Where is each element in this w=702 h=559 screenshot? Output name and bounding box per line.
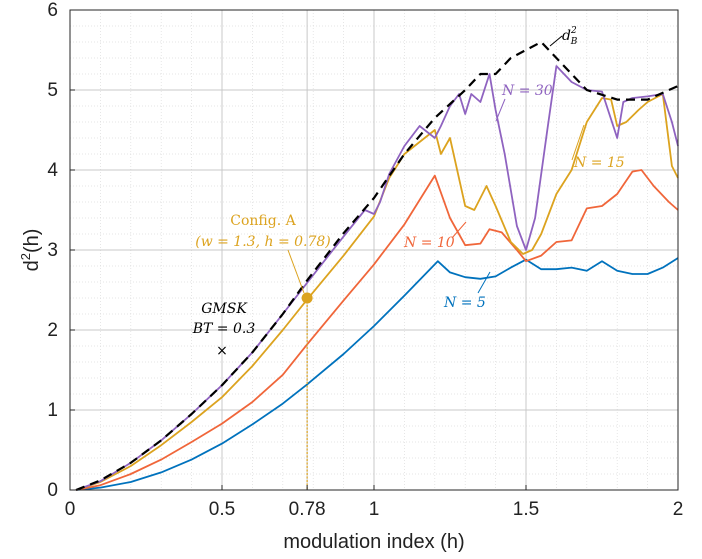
x-tick-label: 2 [673, 499, 684, 520]
x-tick-label: 1 [369, 499, 380, 520]
label-bound-sup: 2 [570, 26, 577, 36]
pointer-n10 [451, 221, 467, 239]
label-n15: N = 15 [573, 155, 625, 171]
gmsk-label-line2: BT = 0.3 [192, 321, 256, 337]
gmsk-point-marker: × [216, 343, 228, 359]
pointer-bound [549, 35, 563, 47]
series-line-4 [75, 40, 679, 492]
y-tick-label: 1 [47, 400, 58, 421]
y-axis-label-rest: (h) [21, 229, 43, 253]
label-n30: N = 30 [501, 83, 553, 99]
label-bound-base: d [562, 28, 571, 44]
config-point-marker [301, 292, 313, 304]
pointer-n5 [477, 271, 491, 294]
x-axis-label: modulation index (h) [283, 531, 464, 553]
series-line-2 [75, 93, 679, 491]
config-label-line1: Config. A [230, 213, 296, 229]
label-n10: N = 10 [403, 235, 455, 251]
pointer-n15 [571, 124, 585, 161]
y-tick-label: 5 [47, 80, 58, 101]
x-tick-label: 0.78 [289, 499, 326, 520]
label-n5: N = 5 [443, 295, 486, 311]
config-label-line2: (w = 1.3, h = 0.78) [195, 234, 331, 250]
y-tick-label: 0 [47, 480, 58, 501]
y-axis-label-sup: 2 [18, 253, 33, 260]
annotation-layer: Config. A (w = 1.3, h = 0.78) GMSK BT = … [192, 26, 625, 337]
major-grid [70, 10, 678, 490]
series-line-0 [76, 257, 679, 491]
y-axis-label: d2(h) [18, 229, 43, 272]
y-tick-label: 4 [47, 160, 58, 181]
ticks-layer: 0 0.5 0.78 1 1.5 2 0 1 2 3 4 5 6 [47, 0, 683, 520]
series-layer [75, 40, 679, 492]
x-tick-label: 1.5 [513, 499, 539, 520]
label-bound-sub: B [570, 37, 578, 47]
x-tick-label: 0.5 [209, 499, 235, 520]
series-line-1 [75, 169, 679, 491]
label-bound: d2 B [562, 26, 578, 47]
y-tick-label: 3 [47, 240, 58, 261]
x-tick-label: 0 [65, 499, 76, 520]
config-pointer-line [287, 249, 305, 294]
y-tick-label: 6 [47, 0, 58, 21]
y-tick-label: 2 [47, 320, 58, 341]
gmsk-label-line1: GMSK [201, 301, 248, 317]
y-axis-label-base: d [21, 260, 43, 271]
pointer-n30 [495, 98, 506, 122]
markers-layer: × [216, 292, 313, 490]
